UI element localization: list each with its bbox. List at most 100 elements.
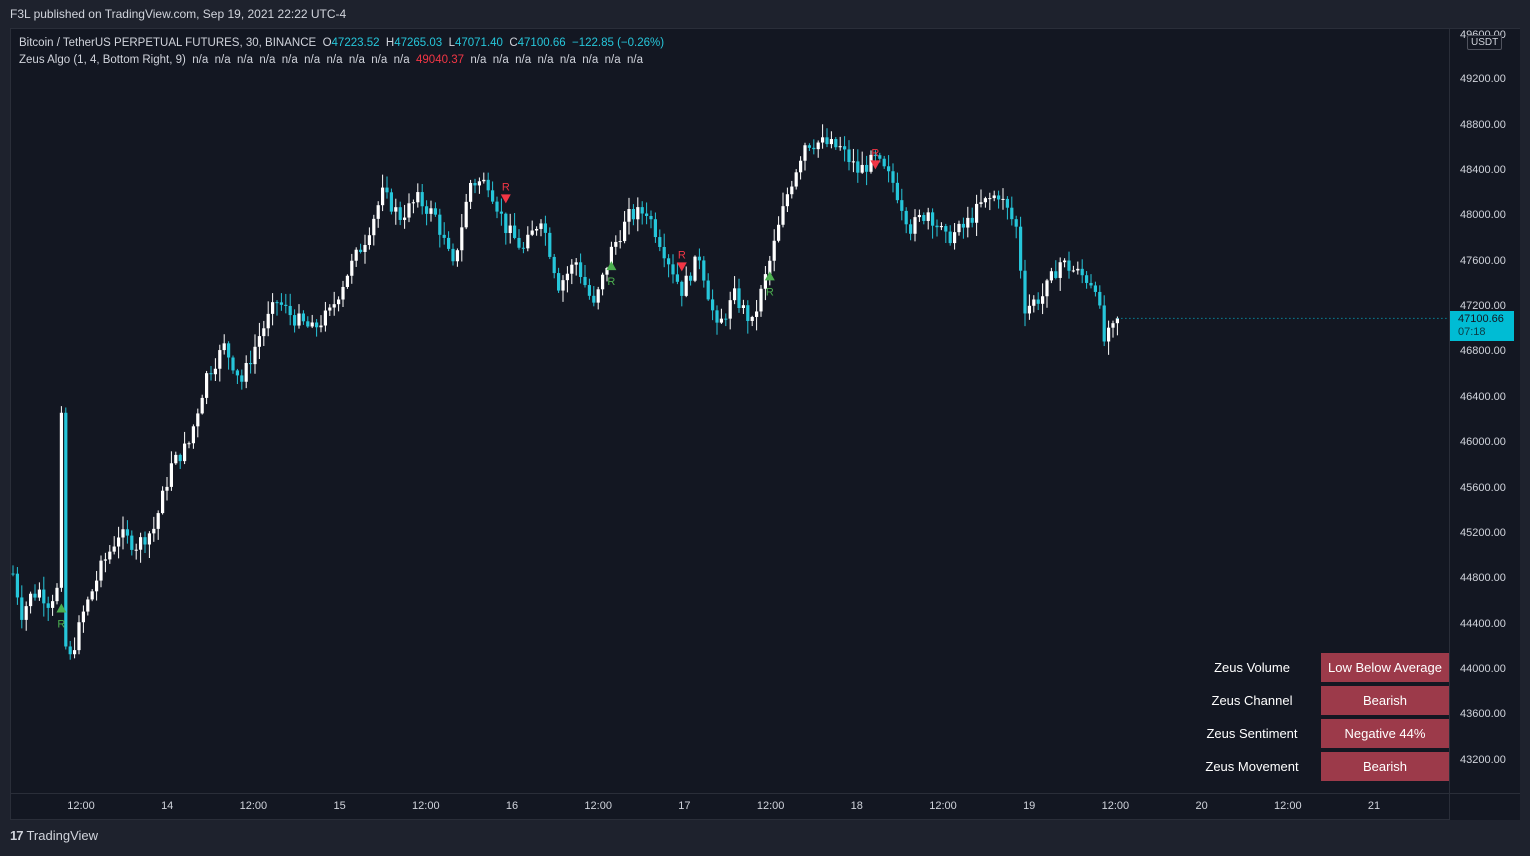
- candle-body: [627, 209, 631, 222]
- candle-body: [592, 295, 596, 303]
- candle-body: [42, 589, 46, 604]
- candle-body: [895, 182, 899, 201]
- candle-body: [121, 529, 125, 538]
- bar-countdown: 07:18: [1458, 326, 1486, 338]
- candle-body: [46, 603, 50, 608]
- sell-signal-label: R: [502, 181, 510, 193]
- candle-body: [455, 250, 459, 262]
- candle-body: [565, 273, 569, 281]
- candle-body: [275, 302, 279, 304]
- candle-body: [649, 215, 653, 220]
- buy-signal-arrow-icon: [606, 261, 617, 271]
- currency-badge[interactable]: USDT: [1467, 35, 1503, 50]
- candle-body: [152, 528, 156, 534]
- candle-body: [847, 149, 851, 163]
- candle-body: [297, 313, 301, 326]
- candle-body: [310, 322, 314, 327]
- candle-body: [992, 195, 996, 199]
- indicator-highlight-value: 49040.37: [416, 54, 464, 66]
- candle-body: [702, 260, 706, 281]
- candle-body: [1115, 318, 1119, 324]
- candle-body: [306, 321, 310, 327]
- price-tick: 48000.00: [1460, 209, 1506, 222]
- candle-body: [293, 315, 297, 326]
- candle-body: [1098, 291, 1102, 306]
- candle-body: [438, 214, 442, 235]
- candle-body: [931, 212, 935, 226]
- candle-body: [825, 137, 829, 145]
- candle-body: [1107, 327, 1111, 342]
- candle-body: [917, 215, 921, 218]
- candle-body: [367, 235, 371, 245]
- candle-body: [640, 207, 644, 214]
- candle-body: [623, 221, 627, 242]
- price-tick: 45600.00: [1460, 481, 1506, 494]
- candle-body: [706, 280, 710, 300]
- candle-body: [332, 304, 336, 308]
- time-axis[interactable]: 12:00 14 12:00 15 12:00 16 12:00 17 12:00 18 12:00…: [10, 794, 1450, 820]
- candle-body: [1111, 323, 1115, 328]
- price-tick: 43600.00: [1460, 708, 1506, 721]
- buy-signal-label: R: [607, 276, 615, 288]
- open-value: 47223.52: [331, 37, 380, 49]
- candle-body: [513, 225, 517, 238]
- candle-body: [1071, 270, 1075, 272]
- candle-body: [926, 212, 930, 221]
- candle-body: [319, 325, 323, 328]
- candle-body: [944, 226, 948, 232]
- candle-body: [95, 580, 99, 592]
- price-tick: 48800.00: [1460, 118, 1506, 131]
- candle-body: [887, 166, 891, 172]
- candle-body: [763, 274, 767, 289]
- chart-pane[interactable]: R R R R R R Bitcoin / TetherUS PERPETUAL FUTU…: [10, 28, 1450, 794]
- candle-body: [134, 549, 138, 551]
- candle-body: [1085, 275, 1089, 283]
- candle-body: [169, 463, 173, 487]
- candle-body: [777, 224, 781, 241]
- candle-body: [583, 276, 587, 286]
- candle-body: [108, 551, 112, 560]
- indicator-name[interactable]: Zeus Algo (1, 4, Bottom Right, 9): [19, 54, 186, 66]
- candle-body: [636, 207, 640, 220]
- candle-body: [1014, 219, 1018, 227]
- candle-body: [341, 286, 345, 300]
- candle-body: [451, 248, 455, 262]
- candle-body: [675, 274, 679, 282]
- candle-body: [684, 275, 688, 296]
- candle-body: [601, 274, 605, 290]
- candle-body: [205, 373, 209, 398]
- time-tick: 15: [333, 800, 346, 812]
- candle-body: [671, 264, 675, 275]
- candle-body: [200, 397, 204, 414]
- time-tick: 21: [1367, 800, 1381, 812]
- candle-body: [772, 240, 776, 261]
- candle-body: [20, 597, 24, 620]
- candle-body: [614, 241, 618, 247]
- high-value: 47265.03: [394, 37, 443, 49]
- candle-body: [385, 187, 389, 193]
- candle-body: [904, 210, 908, 225]
- candle-body: [821, 137, 825, 143]
- candle-body: [1045, 280, 1049, 297]
- sell-signal-label: R: [678, 249, 686, 261]
- candlestick-chart[interactable]: R R R R R R: [11, 29, 1450, 794]
- time-tick: 14: [161, 800, 174, 812]
- candle-body: [711, 299, 715, 311]
- price-axis[interactable]: 49600.00 USDT 47100.66 07:18 49200.00488…: [1450, 28, 1520, 794]
- candle-body: [865, 164, 869, 172]
- price-tick: 49200.00: [1460, 73, 1506, 86]
- candle-body: [957, 223, 961, 233]
- candle-body: [508, 225, 512, 234]
- candle-body: [257, 336, 261, 347]
- symbol-name[interactable]: Bitcoin / TetherUS PERPETUAL FUTURES, 30…: [19, 37, 317, 49]
- candle-body: [1080, 268, 1084, 276]
- candle-body: [579, 262, 583, 277]
- candle-body: [728, 300, 732, 319]
- time-tick: 12:00: [756, 800, 785, 812]
- candle-body: [460, 227, 464, 251]
- candle-body: [785, 194, 789, 207]
- candle-body: [724, 318, 728, 320]
- change-value: −122.85 (−0.26%): [572, 37, 665, 49]
- candle-body: [29, 593, 33, 607]
- candle-body: [997, 195, 1001, 200]
